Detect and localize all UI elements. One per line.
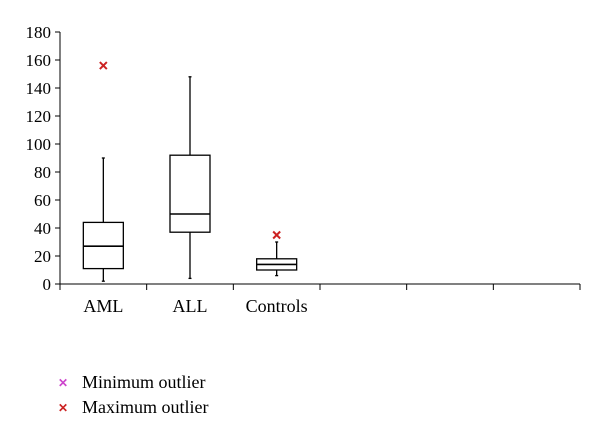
x-category-label: AML bbox=[83, 296, 123, 316]
iqr-box bbox=[169, 154, 211, 233]
legend-item-min-outlier: ✕ Minimum outlier bbox=[56, 370, 208, 395]
y-tick-label: 100 bbox=[26, 135, 52, 154]
y-tick-label: 20 bbox=[34, 247, 51, 266]
y-tick-label: 120 bbox=[26, 107, 52, 126]
max-outlier-point bbox=[272, 230, 281, 240]
max-outlier-marker-icon: ✕ bbox=[57, 400, 69, 415]
legend: ✕ Minimum outlier ✕ Maximum outlier bbox=[56, 370, 209, 420]
y-tick-label: 40 bbox=[34, 219, 51, 238]
y-tick-label: 140 bbox=[26, 79, 52, 98]
box-aml bbox=[82, 61, 124, 282]
x-axis: AML ALL Controls bbox=[59, 283, 581, 316]
y-tick-label: 160 bbox=[26, 51, 52, 70]
y-tick-label: 60 bbox=[34, 191, 51, 210]
min-outlier-marker-icon: ✕ bbox=[57, 375, 69, 390]
y-axis: 0 20 40 60 80 100 120 140 160 180 bbox=[26, 23, 61, 294]
y-tick-label: 80 bbox=[34, 163, 51, 182]
y-tick-label: 0 bbox=[43, 275, 52, 294]
box-controls bbox=[256, 230, 298, 277]
legend-label-max-outlier: Maximum outlier bbox=[82, 397, 209, 417]
x-category-label: ALL bbox=[173, 296, 208, 316]
legend-item-max-outlier: ✕ Maximum outlier bbox=[56, 395, 209, 420]
box-all bbox=[169, 76, 211, 280]
y-tick-label: 180 bbox=[26, 23, 52, 42]
legend-label-min-outlier: Minimum outlier bbox=[82, 372, 206, 392]
box-series bbox=[82, 61, 298, 282]
x-category-label: Controls bbox=[246, 296, 308, 316]
max-outlier-point bbox=[99, 61, 108, 70]
outlier-stroke bbox=[99, 61, 108, 70]
outlier-stroke bbox=[272, 230, 281, 240]
